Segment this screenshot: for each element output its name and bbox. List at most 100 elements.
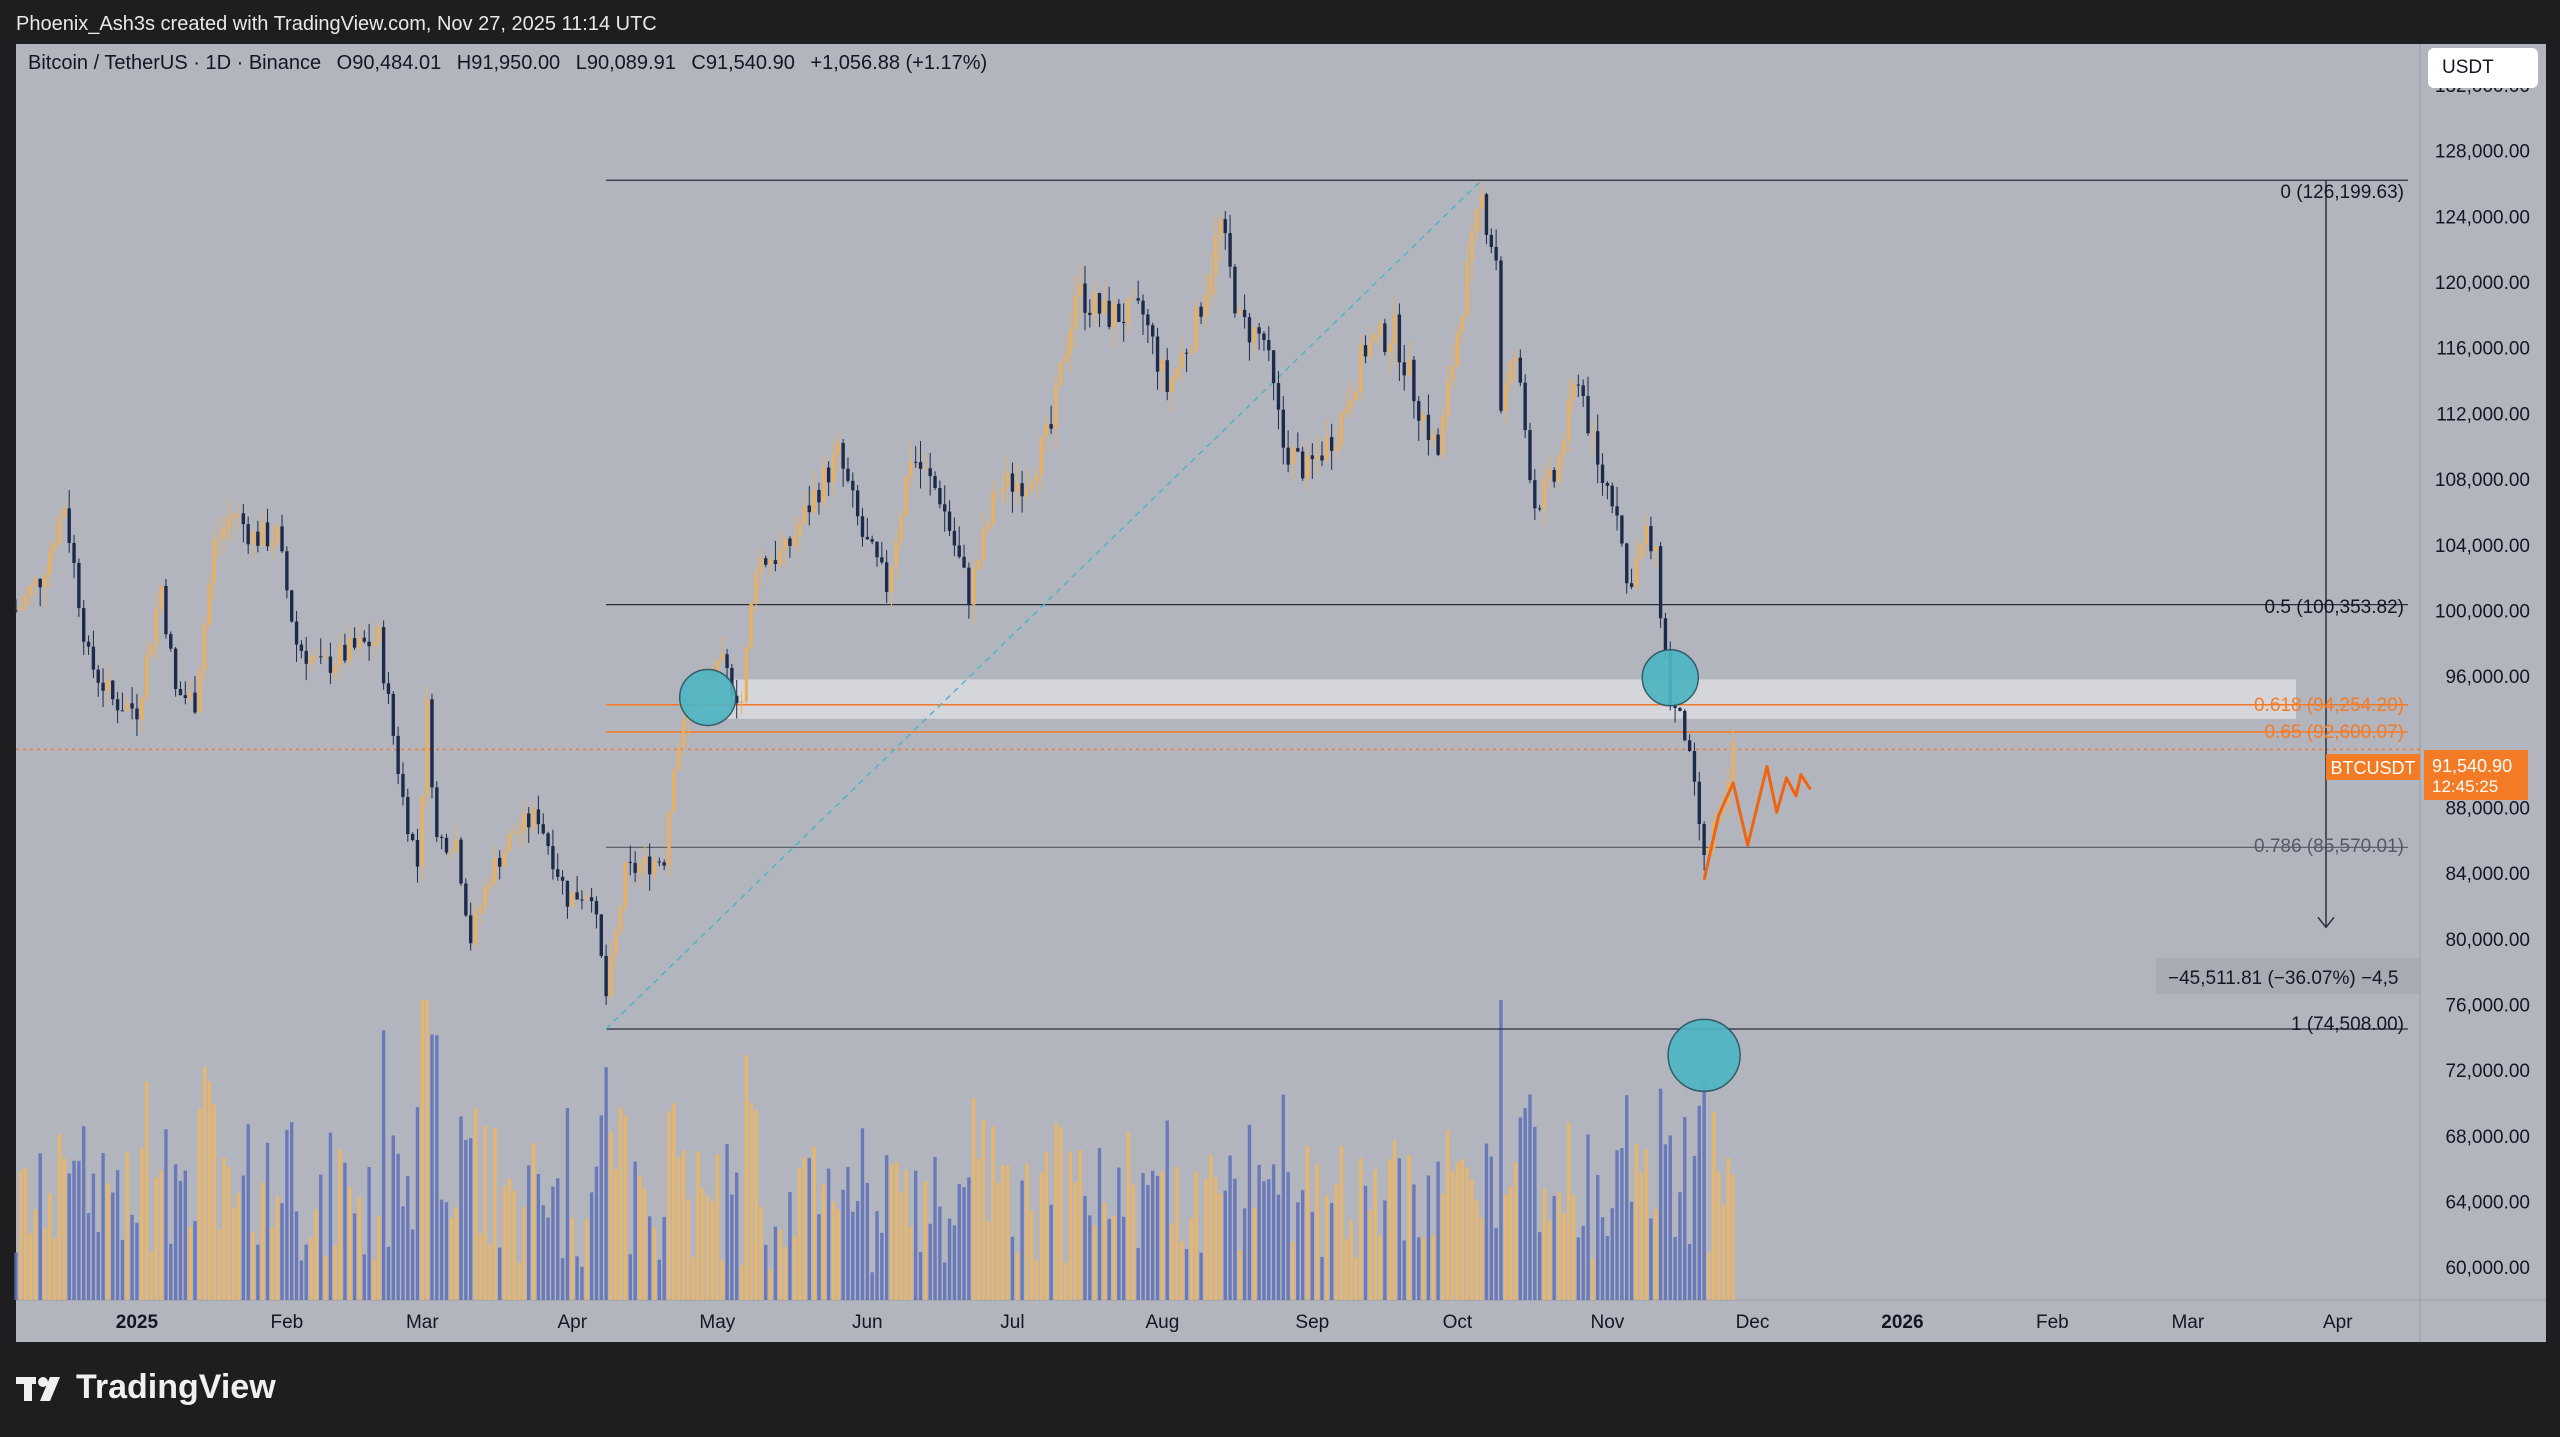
candle-body — [1450, 365, 1455, 381]
volume-bar — [493, 1127, 497, 1300]
volume-bar — [1068, 1151, 1073, 1300]
candle-body — [1131, 298, 1136, 300]
volume-bar — [1431, 1235, 1435, 1300]
candle-body — [357, 637, 362, 648]
volume-bar — [1199, 1252, 1203, 1300]
candle-body — [889, 566, 894, 593]
ohlc-high: H91,950.00 — [456, 52, 561, 74]
candle-body — [290, 590, 294, 622]
volume-bar — [715, 1154, 720, 1300]
y-tick-label: 108,000.00 — [2435, 470, 2530, 491]
volume-bar — [1325, 1195, 1329, 1300]
candles — [14, 181, 1735, 1005]
volume-bar — [265, 1142, 270, 1300]
volume-bar — [972, 1098, 976, 1300]
candle-body — [1431, 434, 1435, 441]
projection-path — [1702, 764, 1812, 881]
price-chart[interactable]: 132,000.00128,000.00124,000.00120,000.00… — [0, 0, 2560, 1342]
volume-bar — [730, 1194, 734, 1300]
candle-body — [1233, 266, 1237, 314]
volume-bar — [231, 1207, 236, 1300]
volume-bar — [1092, 1225, 1097, 1300]
volume-bar — [488, 1244, 492, 1300]
candle-body — [652, 861, 657, 875]
candle-body — [1363, 345, 1368, 357]
candle-body — [1494, 246, 1498, 261]
volume-bar — [202, 1066, 207, 1300]
volume-bar — [1388, 1159, 1392, 1300]
candle-body — [1063, 354, 1068, 363]
volume-bar — [159, 1170, 163, 1300]
time-axis[interactable]: 2025 Feb Mar Apr May Jun Jul Aug Sep Oct Nov Dec 202… — [116, 1312, 2353, 1333]
x-tick-label: Apr — [2323, 1312, 2353, 1333]
candle-body — [822, 467, 826, 503]
volume-bar — [1479, 1217, 1484, 1300]
volume-bar — [672, 1103, 676, 1300]
volume-bar — [1726, 1158, 1730, 1300]
volume-bar — [1151, 1170, 1155, 1300]
candle-body — [227, 518, 231, 529]
volume-bar — [1175, 1166, 1179, 1300]
volume-bar — [1339, 1146, 1344, 1300]
volume-bar — [1687, 1244, 1692, 1300]
x-tick-label: 2026 — [1881, 1312, 1923, 1333]
candle-body — [812, 489, 816, 513]
candle-body — [1126, 298, 1131, 323]
candle-body — [1421, 414, 1426, 421]
volume-bar — [1005, 1165, 1010, 1300]
y-tick-label: 116,000.00 — [2436, 339, 2530, 360]
volume-bar — [459, 1116, 463, 1300]
volume-bar — [1049, 1204, 1053, 1300]
symbol-title[interactable]: Bitcoin / TetherUS · 1D · Binance — [28, 52, 322, 74]
volume-bar — [391, 1135, 395, 1300]
candle-body — [401, 773, 405, 797]
candle-body — [875, 541, 879, 558]
volume-bar — [1591, 1258, 1595, 1300]
candle-body — [91, 646, 96, 670]
candle-body — [439, 836, 444, 838]
candle-body — [1460, 315, 1464, 333]
candle-body — [135, 708, 139, 720]
ticker-badge-text: BTCUSDT — [2331, 758, 2416, 778]
candle-body — [880, 557, 884, 563]
candle-body — [797, 523, 802, 536]
candle-body — [1010, 473, 1015, 492]
candle-body — [386, 683, 391, 694]
candle-body — [319, 656, 323, 658]
candle-body — [599, 914, 603, 956]
volume-bar — [1634, 1144, 1639, 1300]
volume-bar — [1600, 1217, 1605, 1300]
volume-bar — [343, 1162, 347, 1300]
volume-bar — [1300, 1190, 1305, 1300]
price-projection[interactable] — [1702, 764, 1812, 881]
volume-bar — [739, 1265, 744, 1300]
candle-body — [662, 862, 666, 866]
y-tick-label: 80,000.00 — [2445, 930, 2530, 951]
candle-body — [299, 644, 304, 651]
highlight-circles[interactable] — [678, 648, 1741, 1093]
candle-body — [1412, 359, 1416, 402]
candle-body — [304, 650, 308, 664]
measure-tool[interactable] — [2317, 180, 2335, 929]
fib-retracement[interactable] — [16, 179, 2420, 1030]
price-axis[interactable]: 132,000.00128,000.00124,000.00120,000.00… — [2435, 76, 2530, 1279]
volume-bar — [1629, 1201, 1634, 1300]
volume-bar — [609, 1131, 613, 1300]
volume-bar — [1644, 1149, 1648, 1300]
volume-bar — [904, 1169, 908, 1300]
volume-bar — [913, 1170, 918, 1300]
candle-body — [793, 535, 797, 546]
volume-bar — [1426, 1175, 1431, 1300]
volume-bar — [251, 1231, 255, 1300]
candle-body — [314, 656, 318, 658]
fib-trend-line — [605, 179, 1483, 1030]
volume-bar — [62, 1158, 67, 1300]
currency-button[interactable]: USDT — [2428, 48, 2538, 88]
candle-body — [851, 480, 855, 491]
candle-body — [164, 585, 168, 635]
candle-body — [933, 476, 937, 488]
x-tick-label: Dec — [1736, 1312, 1770, 1333]
candle-body — [1310, 455, 1315, 460]
x-tick-label: May — [699, 1312, 735, 1333]
fib-label-0: 0 (126,199.63) — [2280, 182, 2404, 203]
